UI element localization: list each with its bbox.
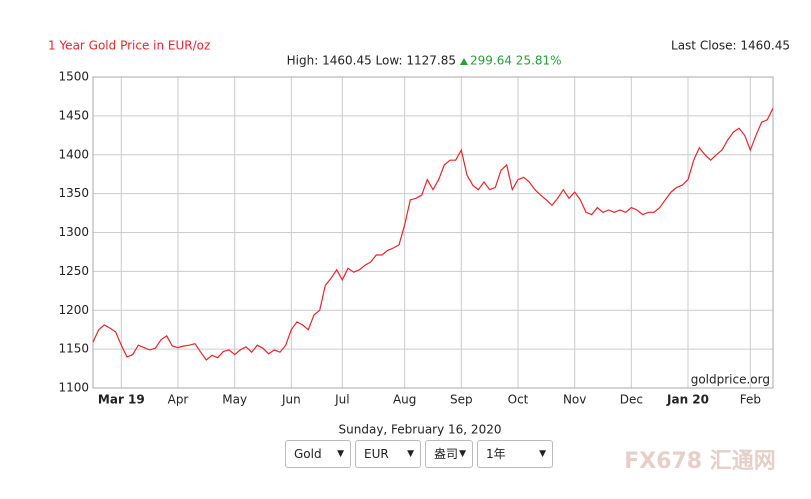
x-tick-label: Jul [334,393,349,407]
up-arrow [460,58,468,65]
metal-select[interactable]: Gold [285,440,351,468]
watermark: FX678 汇通网 [624,449,776,474]
x-tick-label: Dec [620,393,643,407]
y-tick-label: 1150 [58,342,89,356]
x-tick-label: Mar 19 [98,393,145,407]
y-tick-label: 1100 [58,381,89,395]
x-tick-label: Oct [508,393,529,407]
plot-border [92,76,774,389]
x-tick-label: Jan 20 [666,393,709,407]
x-tick-label: Aug [393,393,416,407]
y-tick-label: 1200 [58,303,89,317]
y-tick-label: 1300 [58,225,89,239]
x-tick-label: Apr [168,393,189,407]
x-tick-label: Nov [563,393,586,407]
high-low: High: 1460.45 Low: 1127.85 [287,54,456,68]
change: 299.64 25.81% [470,54,562,68]
price-line [92,107,774,361]
y-tick-label: 1400 [58,147,89,161]
x-tick-label: May [222,393,247,407]
y-tick-label: 1350 [58,186,89,200]
date: Sunday, February 16, 2020 [339,423,502,437]
y-tick-label: 1500 [58,70,89,84]
unit-select[interactable]: 盎司 [425,440,473,468]
x-tick-label: Sep [450,393,473,407]
range-select[interactable]: 1年 [477,440,553,468]
x-tick-label: Feb [740,393,761,407]
y-tick-label: 1450 [58,108,89,122]
y-tick-label: 1250 [58,264,89,278]
currency-select[interactable]: EUR [355,440,421,468]
x-tick-label: Jun [281,393,301,407]
chart-title: 1 Year Gold Price in EUR/oz [48,39,210,53]
last-close: Last Close: 1460.45 [671,39,790,53]
source: goldprice.org [691,373,770,387]
